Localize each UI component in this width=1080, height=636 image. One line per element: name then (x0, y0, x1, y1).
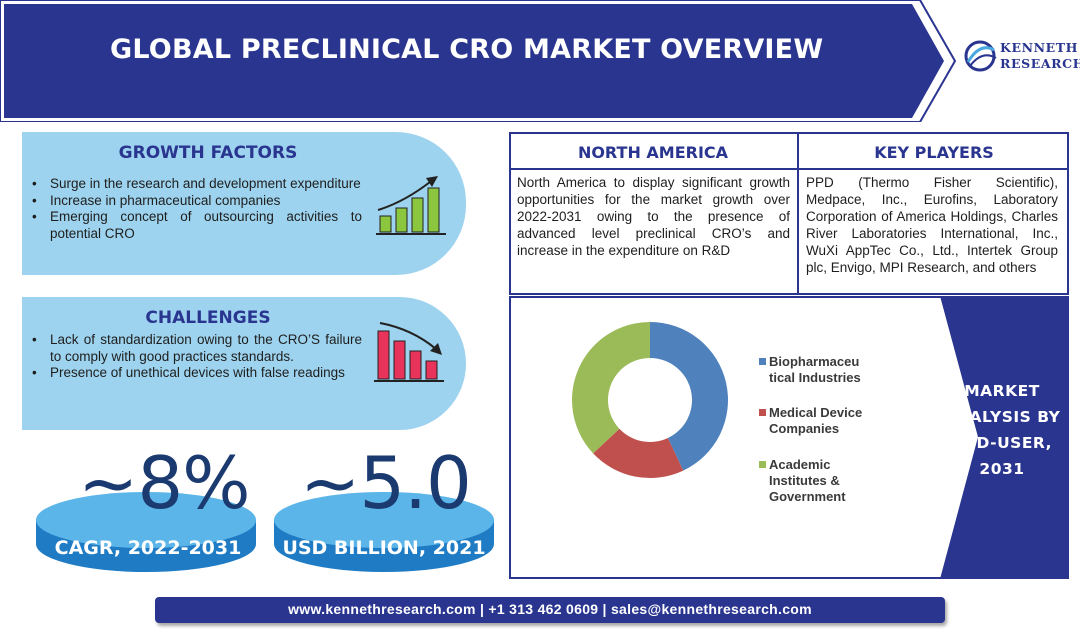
challenges-title: CHALLENGES (145, 308, 271, 328)
legend-item-biopharma: Biopharmaceu tical Industries (759, 354, 879, 386)
market-size-label: USD BILLION, 2021 (282, 537, 486, 559)
header-banner (0, 0, 957, 122)
brand-line-2: RESEARCH (1000, 56, 1080, 71)
key-players-title: KEY PLAYERS (874, 143, 994, 162)
bar-chart-rising-icon (376, 176, 446, 235)
legend-label: Biopharmaceu tical Industries (769, 354, 861, 385)
legend-item-academic: Academic Institutes & Government (759, 457, 859, 505)
stat-disc-cagr (36, 492, 256, 572)
donut-slice-1 (593, 428, 684, 478)
kenneth-research-logo-icon (964, 40, 997, 72)
info-table (509, 132, 1069, 295)
brand-name: KENNETH RESEARCH (1000, 40, 1080, 72)
north-america-title: NORTH AMERICA (577, 143, 729, 162)
list-item: Surge in the research and development ex… (32, 176, 362, 193)
growth-factors-list: Surge in the research and development ex… (32, 176, 362, 242)
table-divider (509, 168, 1069, 170)
bar-chart-falling-icon (374, 322, 444, 382)
table-divider (797, 132, 799, 295)
market-analysis-panel (940, 296, 1069, 579)
list-item: Emerging concept of outsourcing activiti… (32, 209, 362, 242)
north-america-text: North America to display significant gro… (517, 175, 790, 258)
brand-line-1: KENNETH (1000, 40, 1079, 55)
key-players-text: PPD (Thermo Fisher Scientific), Medpace,… (806, 175, 1058, 275)
end-user-donut-chart (572, 322, 728, 478)
legend-item-medical-device: Medical Device Companies (759, 405, 879, 437)
legend-label: Academic Institutes & Government (769, 457, 846, 504)
list-item: Presence of unethical devices with false… (32, 365, 362, 382)
challenges-panel: CHALLENGES Lack of standardization owing… (22, 297, 466, 430)
list-item: Increase in pharmaceutical companies (32, 193, 362, 210)
cagr-value: ~8% (78, 441, 251, 525)
footer-bar (155, 597, 945, 623)
growth-factors-panel: GROWTH FACTORS Surge in the research and… (22, 132, 466, 275)
growth-factors-title: GROWTH FACTORS (118, 143, 298, 163)
legend-swatch (759, 409, 766, 416)
market-analysis-title: MARKET ANALYSIS BY END-USER, 2031 (943, 382, 1061, 478)
stat-disc-market-size (274, 492, 494, 572)
donut-slice-2 (572, 322, 650, 454)
page-title: GLOBAL PRECLINICAL CRO MARKET OVERVIEW (110, 34, 824, 65)
challenges-list: Lack of standardization owing to the CRO… (32, 332, 362, 382)
legend-swatch (759, 461, 766, 468)
legend-label: Medical Device Companies (769, 405, 863, 436)
market-size-value: ~5.0 (300, 441, 472, 525)
footer-contact: www.kennethresearch.com | +1 313 462 060… (288, 601, 812, 617)
cagr-label: CAGR, 2022-2031 (54, 537, 242, 559)
list-item: Lack of standardization owing to the CRO… (32, 332, 362, 365)
donut-slice-0 (650, 322, 728, 471)
legend-swatch (759, 358, 766, 365)
